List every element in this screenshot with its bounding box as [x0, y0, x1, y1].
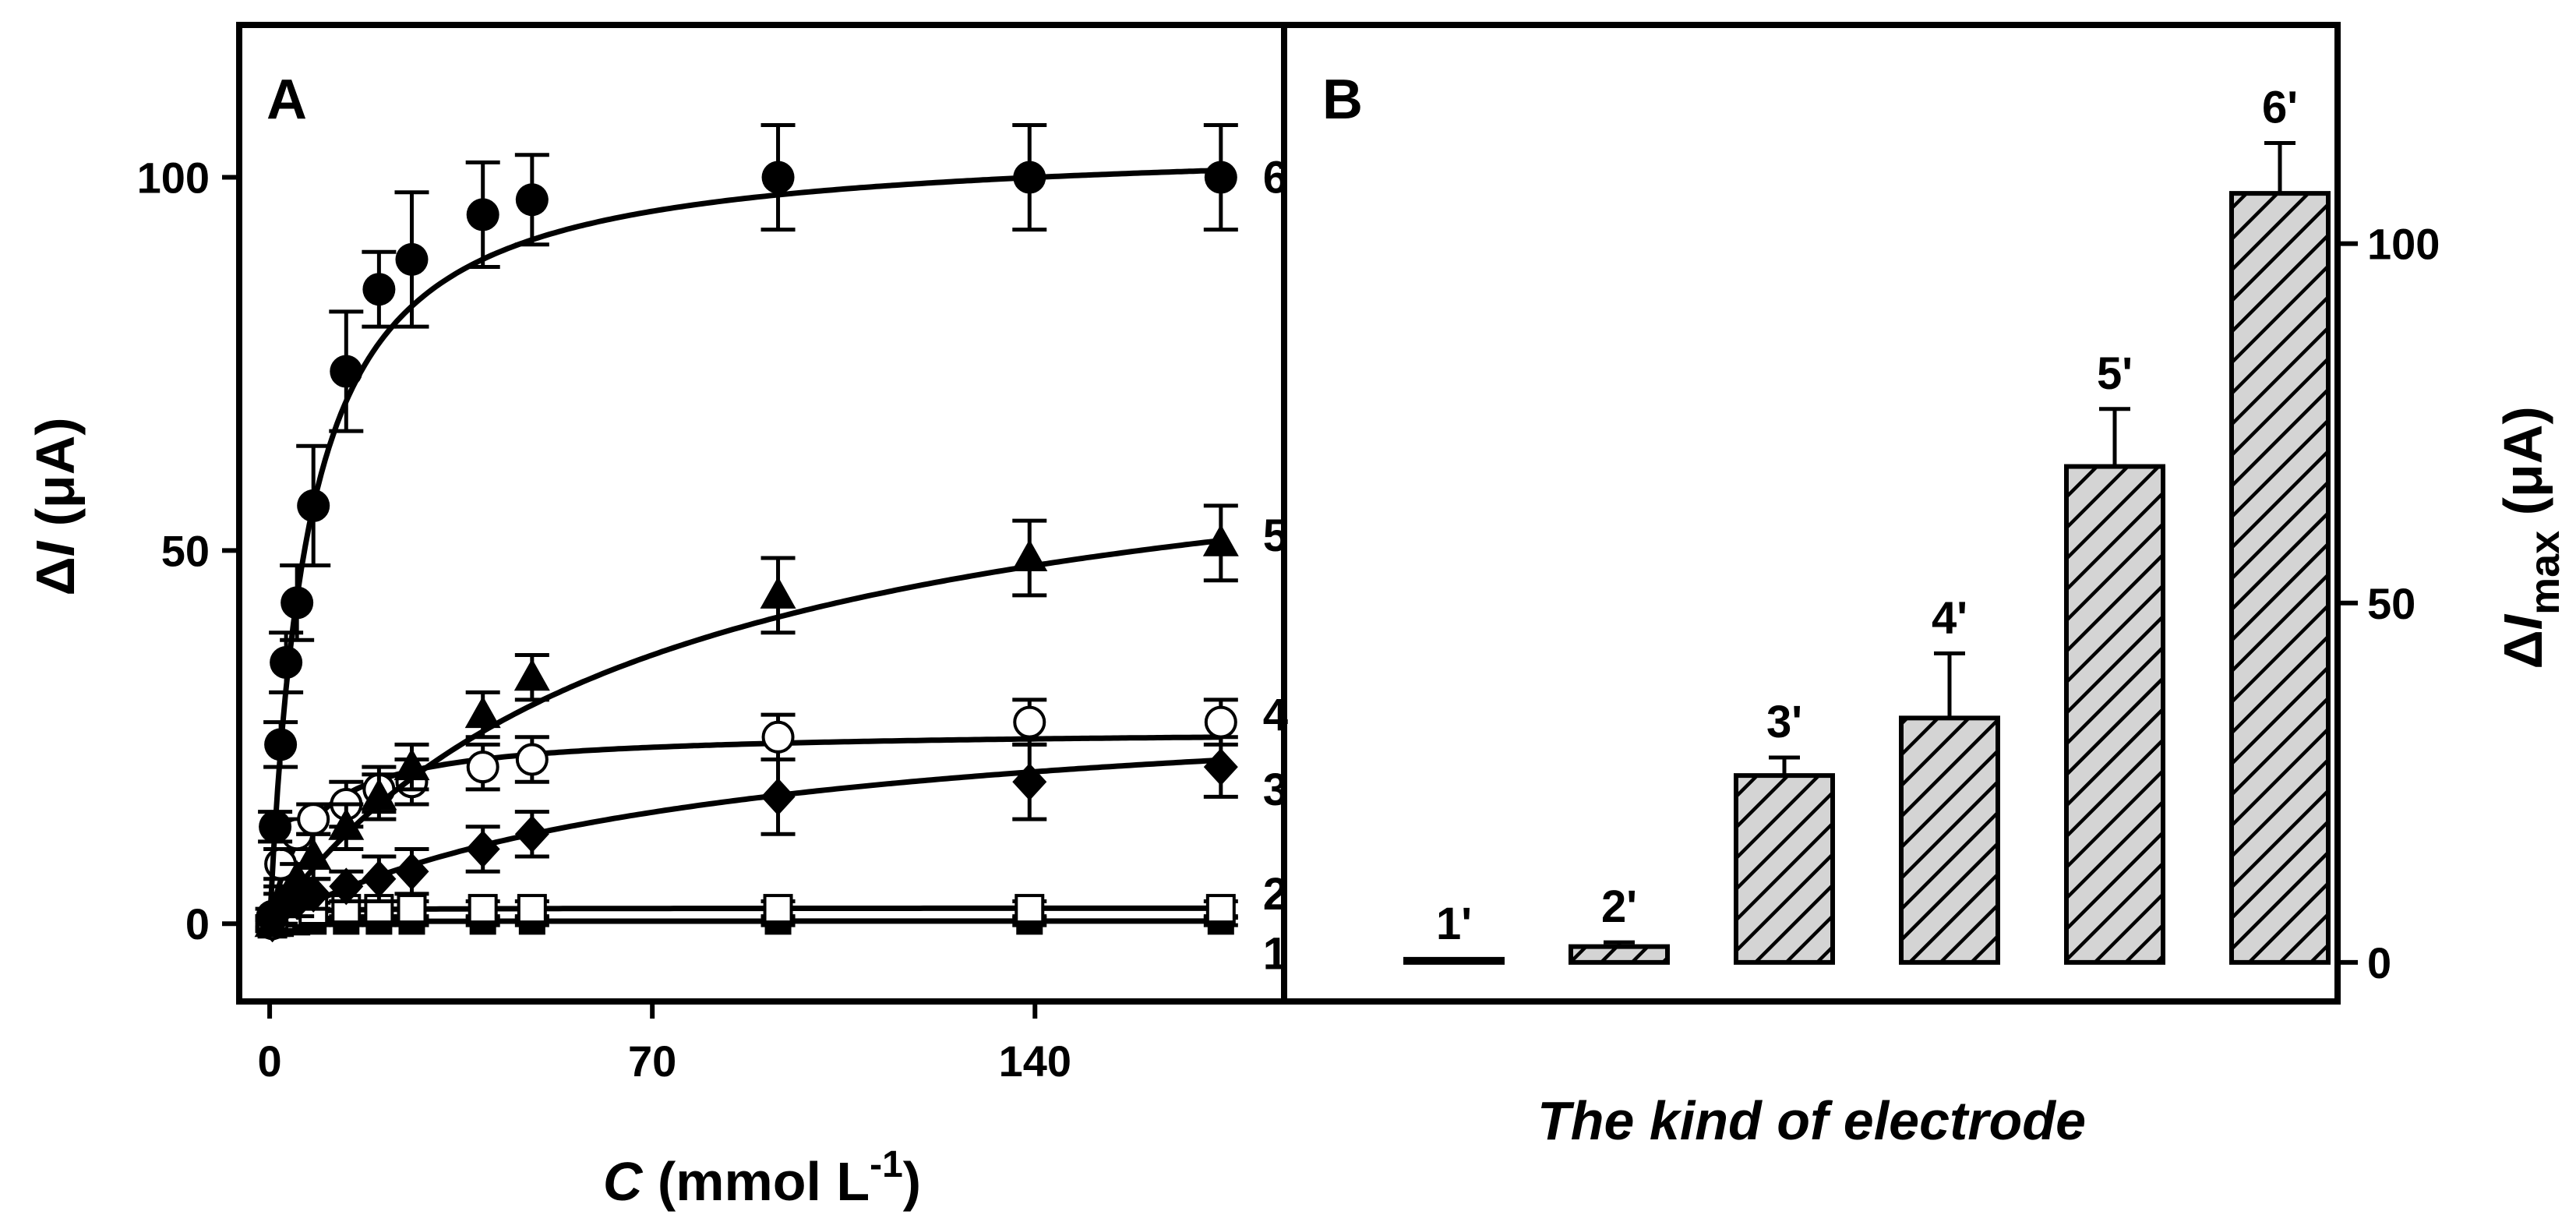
data-point [330, 355, 363, 388]
data-point [760, 576, 796, 609]
panel-b-y-tick-label: 50 [2367, 579, 2415, 628]
data-point [297, 803, 330, 836]
data-point [328, 807, 365, 840]
series-label-3: 3 [1263, 765, 1288, 815]
data-point [761, 720, 795, 754]
data-point [515, 743, 549, 776]
data-point [1011, 539, 1048, 571]
fit-curve-3 [268, 757, 1222, 927]
panel-a-x-axis-title: C (mmol L-1) [603, 1144, 921, 1212]
data-point [395, 242, 429, 276]
panel-b-y-tick-label: 0 [2367, 938, 2391, 987]
series-label-1: 1 [1263, 929, 1288, 980]
series-6: 6 [255, 123, 1288, 933]
data-point [329, 867, 364, 906]
bar-5 [2064, 464, 2165, 965]
panel-b-x-axis-title: The kind of electrode [1537, 1090, 2086, 1151]
data-point [270, 646, 303, 680]
series-5: 5 [254, 503, 1288, 938]
data-point [763, 894, 793, 924]
panel-a-x-tick-label: 0 [258, 1037, 282, 1086]
data-point [1203, 748, 1238, 786]
data-point [281, 586, 314, 620]
bar-label-5: 5' [2097, 348, 2133, 399]
data-point [295, 838, 332, 871]
data-point [466, 198, 499, 231]
series-label-2: 2 [1263, 869, 1288, 920]
data-point [1013, 705, 1046, 739]
data-point [464, 696, 501, 729]
panel-a-letter: A [266, 69, 307, 131]
data-point [466, 751, 499, 784]
panel-a-x-tick-label: 70 [628, 1037, 676, 1086]
fit-curve-6 [266, 168, 1221, 924]
data-point [514, 815, 549, 853]
data-point [1013, 161, 1046, 194]
panel-b-frame [1281, 22, 2341, 1005]
bar-6 [2229, 191, 2331, 965]
data-point [513, 659, 550, 691]
panel-a-y-tick-label: 0 [185, 899, 210, 948]
data-point [1204, 161, 1237, 194]
data-point [256, 899, 289, 933]
bar-label-2: 2' [1601, 881, 1637, 932]
panel-a-plot: 0 70 140 0 50 100 1 2 3 4 5 6 [137, 123, 1288, 1086]
bar-3 [1734, 773, 1835, 965]
data-point [279, 860, 316, 892]
bar-label-1: 1' [1436, 899, 1472, 949]
panel-b-y-tick-label: 100 [2367, 220, 2440, 269]
data-point [397, 894, 427, 924]
data-point [362, 860, 397, 898]
panel-b-plot: 0 50 100 1' 2' 3' 4' 5' 6' [1403, 83, 2440, 987]
data-point [264, 728, 298, 761]
panel-b-y-axis-title: ΔImax (μA) [2493, 406, 2568, 669]
data-point [1202, 524, 1239, 556]
fit-curve-5 [267, 538, 1222, 926]
data-point [297, 489, 330, 522]
data-point [1015, 894, 1045, 924]
bar-label-6: 6' [2262, 83, 2298, 133]
data-point [517, 894, 547, 924]
data-point [761, 161, 795, 194]
data-point [1204, 705, 1237, 739]
data-point [361, 778, 397, 811]
panel-a-y-tick-label: 50 [161, 526, 210, 575]
fit-curve-1 [269, 918, 1221, 927]
data-point [515, 183, 549, 217]
bar-label-4: 4' [1932, 592, 1967, 643]
data-point [362, 273, 396, 306]
data-point [1205, 894, 1236, 924]
series-label-5: 5 [1263, 510, 1288, 561]
panel-a-y-tick-label: 100 [137, 154, 210, 203]
data-point [394, 853, 429, 891]
bar-2 [1569, 944, 1670, 965]
panel-a-x-tick-label: 140 [999, 1037, 1071, 1086]
bar-4 [1899, 715, 2000, 965]
bar-label-3: 3' [1766, 697, 1802, 747]
bar-1 [1403, 956, 1505, 965]
data-point [393, 748, 430, 781]
data-point [1012, 763, 1047, 801]
data-point [465, 830, 500, 868]
data-point [468, 894, 498, 924]
data-point [760, 778, 796, 816]
series-label-6: 6 [1263, 153, 1288, 203]
fit-curve-2 [267, 905, 1221, 926]
panel-b-letter: B [1322, 69, 1363, 131]
series-label-4: 4 [1263, 690, 1288, 740]
data-point [259, 810, 292, 843]
panel-a-y-axis-title: ΔI (μA) [25, 417, 86, 595]
